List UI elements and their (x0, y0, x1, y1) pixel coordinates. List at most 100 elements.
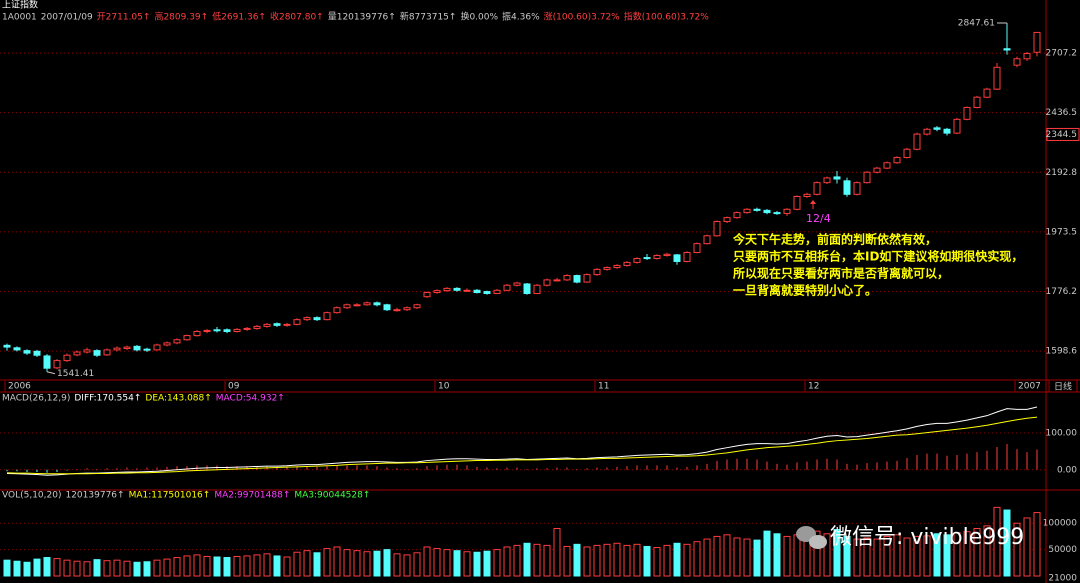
annotation-line: 所以现在只要看好两市是否背离就可以， (733, 266, 949, 281)
candle-body (893, 156, 901, 164)
header-item: MA3:90044528↑ (294, 491, 370, 501)
candle-body (3, 344, 11, 348)
volume-bar (703, 538, 711, 577)
volume-bar (63, 559, 71, 577)
candle-body (593, 268, 601, 276)
candle-body (713, 221, 721, 237)
header-item: DIFF:170.554↑ (74, 394, 141, 404)
volume-bar (143, 561, 151, 577)
candle-body (193, 330, 201, 337)
volume-bar (623, 544, 631, 577)
volume-bar (103, 560, 111, 577)
volume-bar (873, 538, 881, 577)
volume-bar (993, 506, 1001, 577)
candle-body (153, 344, 161, 351)
candle-body (853, 182, 861, 195)
header-item: 振4.36% (502, 11, 540, 23)
candle-body (663, 253, 671, 256)
y-tick-label: 50000 (1048, 545, 1077, 555)
candle-body (113, 347, 121, 351)
candle-body (833, 176, 841, 180)
watermark-icon (796, 526, 827, 549)
volume-bar (973, 528, 981, 577)
candle-body (293, 319, 301, 325)
volume-bar (113, 559, 121, 577)
header-item: MACD(26,12,9) (2, 394, 70, 404)
header-item: 1A0001 (2, 13, 37, 23)
volume-bar (963, 531, 971, 577)
volume-bar (613, 542, 621, 577)
candle-body (33, 350, 41, 356)
volume-bar (733, 537, 741, 577)
x-tick-label: 2006 (8, 382, 31, 392)
candle-body (383, 304, 391, 311)
volume-bar (743, 538, 751, 577)
candle-body (363, 302, 371, 306)
volume-bar (3, 559, 11, 577)
candle-body (803, 193, 811, 197)
candle-body (263, 323, 271, 327)
volume-bar (553, 528, 561, 577)
volume-bar (203, 555, 211, 577)
volume-bar (783, 535, 791, 577)
header-item: VOL(5,10,20) (2, 491, 61, 501)
volume-bar (933, 533, 941, 577)
candle-body (913, 133, 921, 150)
header-item: 涨(100.60)3.72% (544, 12, 621, 23)
macd-line (6, 406, 1038, 476)
annotation-line: 今天下午走势，前面的判断依然有效， (732, 232, 937, 247)
candle-body (463, 289, 471, 292)
low-label: 1541.41 (57, 369, 94, 379)
volume-bar (643, 545, 651, 577)
header-item: MA1:117501016↑ (129, 491, 211, 501)
candle-body (13, 347, 21, 351)
candle-body (473, 289, 481, 294)
volume-bar (353, 550, 361, 577)
candle-body (783, 208, 791, 214)
candle-body (513, 282, 521, 286)
y-tick-label: 100000 (1043, 519, 1078, 529)
volume-bar (293, 551, 301, 577)
volume-bar (283, 556, 291, 577)
volume-bar (333, 546, 341, 577)
x-tick-label: 11 (598, 382, 609, 392)
volume-bar (163, 558, 171, 577)
candle-body (683, 251, 691, 262)
x-tick-label: 10 (438, 382, 450, 392)
candle-body (403, 307, 411, 311)
candle-body (213, 329, 221, 332)
header-item: 量120139776↑ (328, 12, 396, 23)
annotation-line: 只要两市不互相拆台，本ID如下建议将如期很快实现， (733, 249, 1023, 264)
candle-body (453, 287, 461, 291)
volume-bar (913, 535, 921, 577)
candle-body (793, 195, 801, 210)
candle-body (183, 335, 191, 341)
candle-body (23, 350, 31, 354)
x-tick-label: 09 (228, 382, 240, 392)
x-tick-label: 12 (808, 382, 819, 392)
volume-bar (53, 558, 61, 577)
candle-body (393, 309, 401, 312)
volume-bar (563, 545, 571, 577)
volume-bar (793, 534, 801, 577)
volume-bar (33, 558, 41, 577)
y-tick-label: 2192.8 (1046, 168, 1078, 178)
candle-body (693, 243, 701, 253)
volume-bar (433, 548, 441, 577)
volume-bar (673, 542, 681, 577)
candle-body (313, 317, 321, 321)
volume-bar (603, 543, 611, 577)
volume-bar (833, 529, 841, 577)
header-item: 换0.00% (460, 11, 498, 23)
volume-bar (763, 530, 771, 577)
volume-bar (73, 560, 81, 577)
candle-body (253, 325, 261, 329)
volume-bar (383, 549, 391, 577)
volume-bar (273, 555, 281, 577)
volume-bar (343, 549, 351, 577)
volume-bar (953, 532, 961, 577)
candle-body (443, 287, 451, 292)
volume-bar (523, 542, 531, 577)
candle-body (83, 349, 91, 353)
candle-body (653, 254, 661, 259)
